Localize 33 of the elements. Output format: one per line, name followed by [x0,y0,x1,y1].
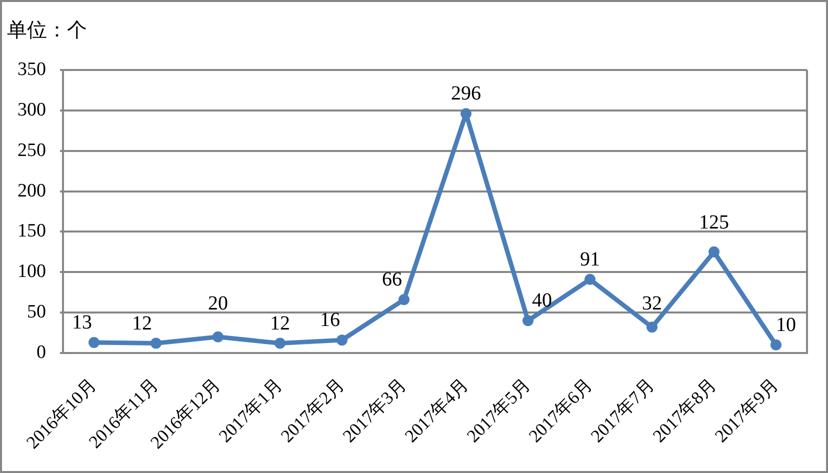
y-tick-label: 250 [18,140,46,161]
data-label: 10 [776,314,796,336]
data-label: 20 [208,292,228,315]
data-label: 13 [72,311,92,334]
point [770,339,782,350]
point [708,246,720,258]
data-label: 91 [580,248,600,270]
data-label: 125 [699,212,729,234]
y-tick-label: 350 [18,58,46,80]
point [584,274,596,285]
data-label: 12 [270,312,290,334]
point [336,334,348,346]
y-tick-label: 300 [18,99,46,120]
point [398,294,410,306]
data-label: 66 [382,268,402,291]
data-label: 12 [132,312,152,334]
point [522,315,534,326]
data-label: 16 [320,309,340,332]
y-tick-label: 100 [18,261,46,282]
data-label: 296 [451,82,481,105]
y-tick-label: 50 [27,302,46,323]
point [150,338,162,349]
point [460,108,472,120]
y-tick-label: 200 [18,180,46,202]
point [88,336,100,348]
point [646,322,658,333]
data-label: 32 [642,292,662,315]
point [274,338,286,349]
data-label: 40 [532,290,552,312]
y-tick-label: 150 [18,220,46,242]
point [212,331,224,342]
y-tick-label: 0 [36,342,46,363]
y-axis-title: 单位：个 [7,19,87,42]
